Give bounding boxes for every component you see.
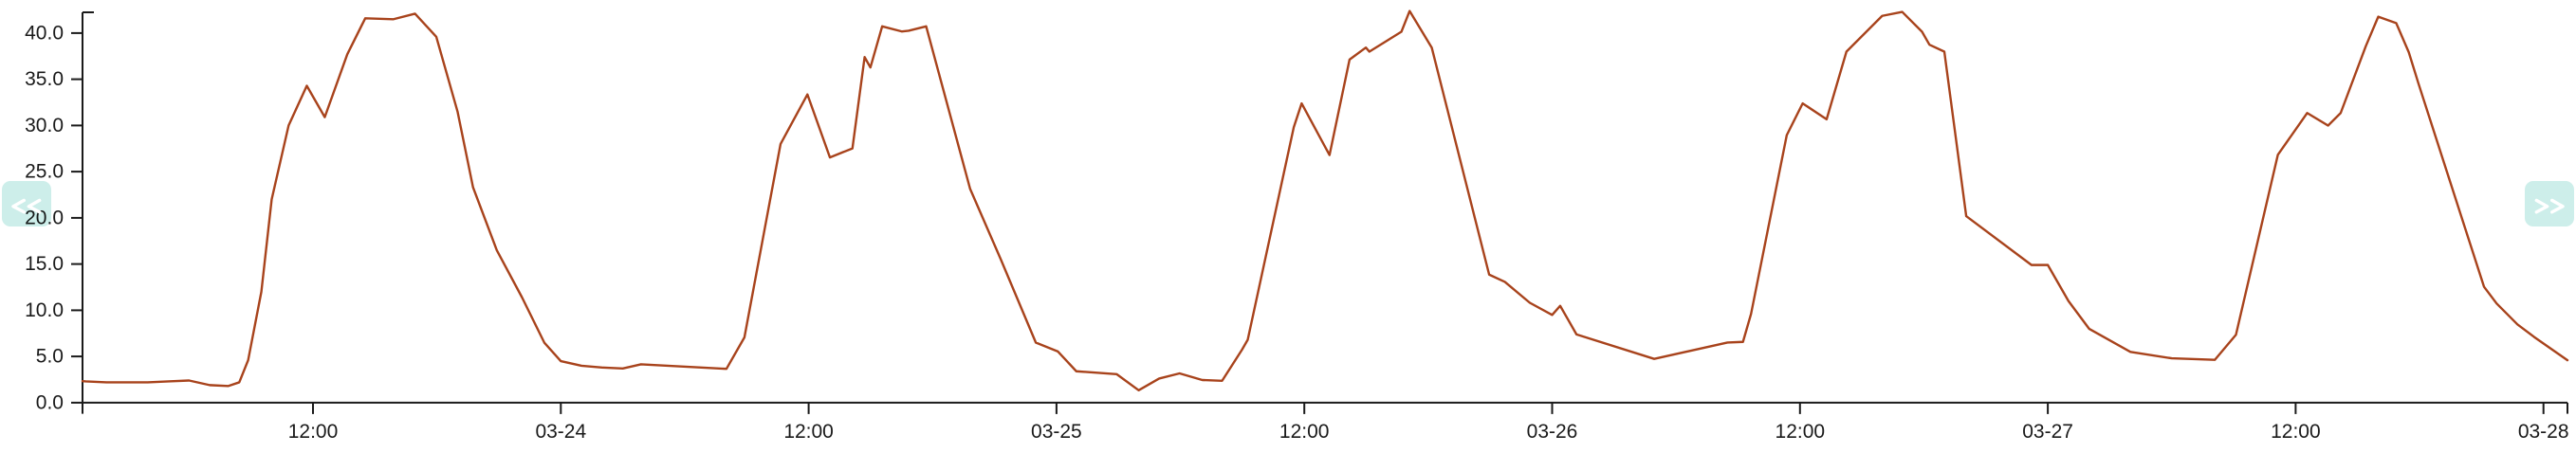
svg-text:35.0: 35.0: [25, 68, 64, 90]
svg-text:12:00: 12:00: [1279, 421, 1330, 443]
svg-text:12:00: 12:00: [2271, 421, 2321, 443]
svg-text:40.0: 40.0: [25, 22, 64, 44]
svg-text:12:00: 12:00: [288, 421, 339, 443]
svg-text:03-25: 03-25: [1031, 421, 1082, 443]
svg-text:12:00: 12:00: [783, 421, 834, 443]
svg-text:03-26: 03-26: [1527, 421, 1578, 443]
svg-text:5.0: 5.0: [36, 346, 64, 368]
svg-text:0.0: 0.0: [36, 391, 64, 413]
svg-text:03-24: 03-24: [535, 421, 586, 443]
svg-text:30.0: 30.0: [25, 115, 64, 136]
svg-text:03-28: 03-28: [2518, 421, 2569, 443]
svg-text:03-27: 03-27: [2022, 421, 2073, 443]
svg-text:10.0: 10.0: [25, 299, 64, 321]
svg-text:15.0: 15.0: [25, 253, 64, 275]
svg-text:25.0: 25.0: [25, 161, 64, 183]
svg-text:12:00: 12:00: [1776, 421, 1826, 443]
